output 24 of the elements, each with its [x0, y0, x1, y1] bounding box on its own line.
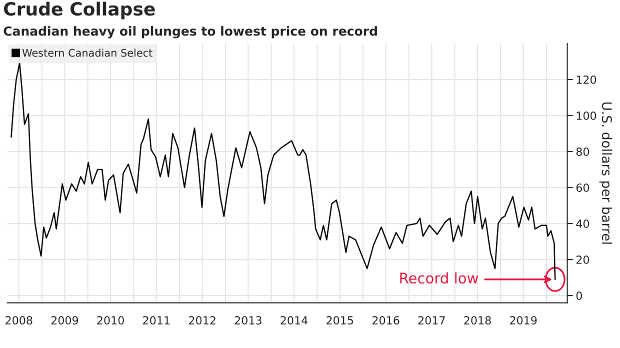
x-tick-label: 2008: [6, 316, 32, 325]
x-tick-label: 2012: [189, 316, 216, 325]
y-tick-label: 60: [576, 184, 590, 192]
y-tick-label: 80: [576, 148, 590, 156]
y-tick-label: 0: [576, 292, 582, 300]
y-tick-label: 40: [576, 220, 590, 228]
y-tick-label: 100: [576, 111, 596, 120]
x-tick-label: 2018: [464, 316, 491, 325]
x-tick-label: 2009: [51, 316, 78, 325]
chart-title: Crude Collapse: [4, 2, 155, 20]
x-tick-label: 2014: [280, 316, 308, 325]
x-tick-label: 2011: [143, 316, 170, 325]
annotation: Record low: [400, 272, 478, 284]
y-axis-title: U.S. dollars per barrel: [599, 102, 612, 244]
legend-label: Western Canadian Select: [22, 48, 152, 57]
x-tick-label: 2019: [510, 316, 537, 325]
x-tick-label: 2013: [234, 316, 262, 325]
x-tick-label: 2010: [97, 316, 124, 325]
y-tick-label: 120: [576, 75, 596, 84]
x-tick-label: 2015: [326, 316, 354, 325]
chart-subtitle: Canadian heavy oil plunges to lowest price on record: [4, 26, 377, 38]
y-tick-label: 20: [576, 256, 590, 264]
x-tick-label: 2016: [372, 316, 400, 325]
x-tick-label: 2017: [418, 316, 445, 325]
